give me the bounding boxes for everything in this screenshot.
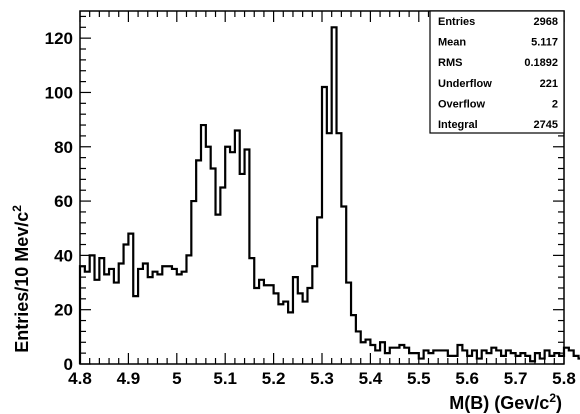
y-tick-label: 40 [54,246,73,265]
x-tick-label: 5.4 [359,369,383,388]
x-tick-label: 5.6 [455,369,479,388]
stats-value: 221 [540,78,558,90]
stats-label: Mean [438,37,466,49]
stats-value: 2745 [534,119,558,131]
stats-label: Integral [438,119,478,131]
stats-value: 2 [552,98,558,110]
y-tick-label: 120 [45,29,73,48]
stats-label: RMS [438,57,462,69]
stats-value: 2968 [534,16,558,28]
x-tick-label: 4.9 [117,369,141,388]
y-axis-ticks: 0 20 40 60 80 100 120 [45,15,564,374]
x-tick-label: 5.7 [504,369,528,388]
x-tick-label: 5.5 [407,369,431,388]
stats-value: 0.1892 [524,57,558,69]
x-tick-label: 5 [172,369,181,388]
stats-label: Underflow [438,78,492,90]
stats-label: Entries [438,16,475,28]
y-axis-title: Entries/10 Mev/c2 [10,205,32,353]
x-tick-label: 5.8 [552,369,576,388]
y-tick-label: 20 [54,301,73,320]
stats-value: 5.117 [531,37,558,49]
y-tick-label: 60 [54,192,73,211]
stats-label: Overflow [438,98,486,110]
x-axis-title: M(B) (Gev/c2) [449,391,562,413]
y-tick-label: 0 [64,355,73,374]
x-tick-label: 5.1 [213,369,237,388]
histogram-series-line [78,26,580,364]
y-tick-label: 80 [54,138,73,157]
x-tick-label: 4.8 [68,369,92,388]
x-tick-label: 5.3 [310,369,334,388]
y-tick-label: 100 [45,83,73,102]
x-axis-ticks: 4.8 4.9 5 5.1 5.2 5.3 5.4 5.5 5.6 5.7 5.8 [68,11,576,388]
x-tick-label: 5.2 [262,369,286,388]
stats-box-frame [429,10,565,134]
